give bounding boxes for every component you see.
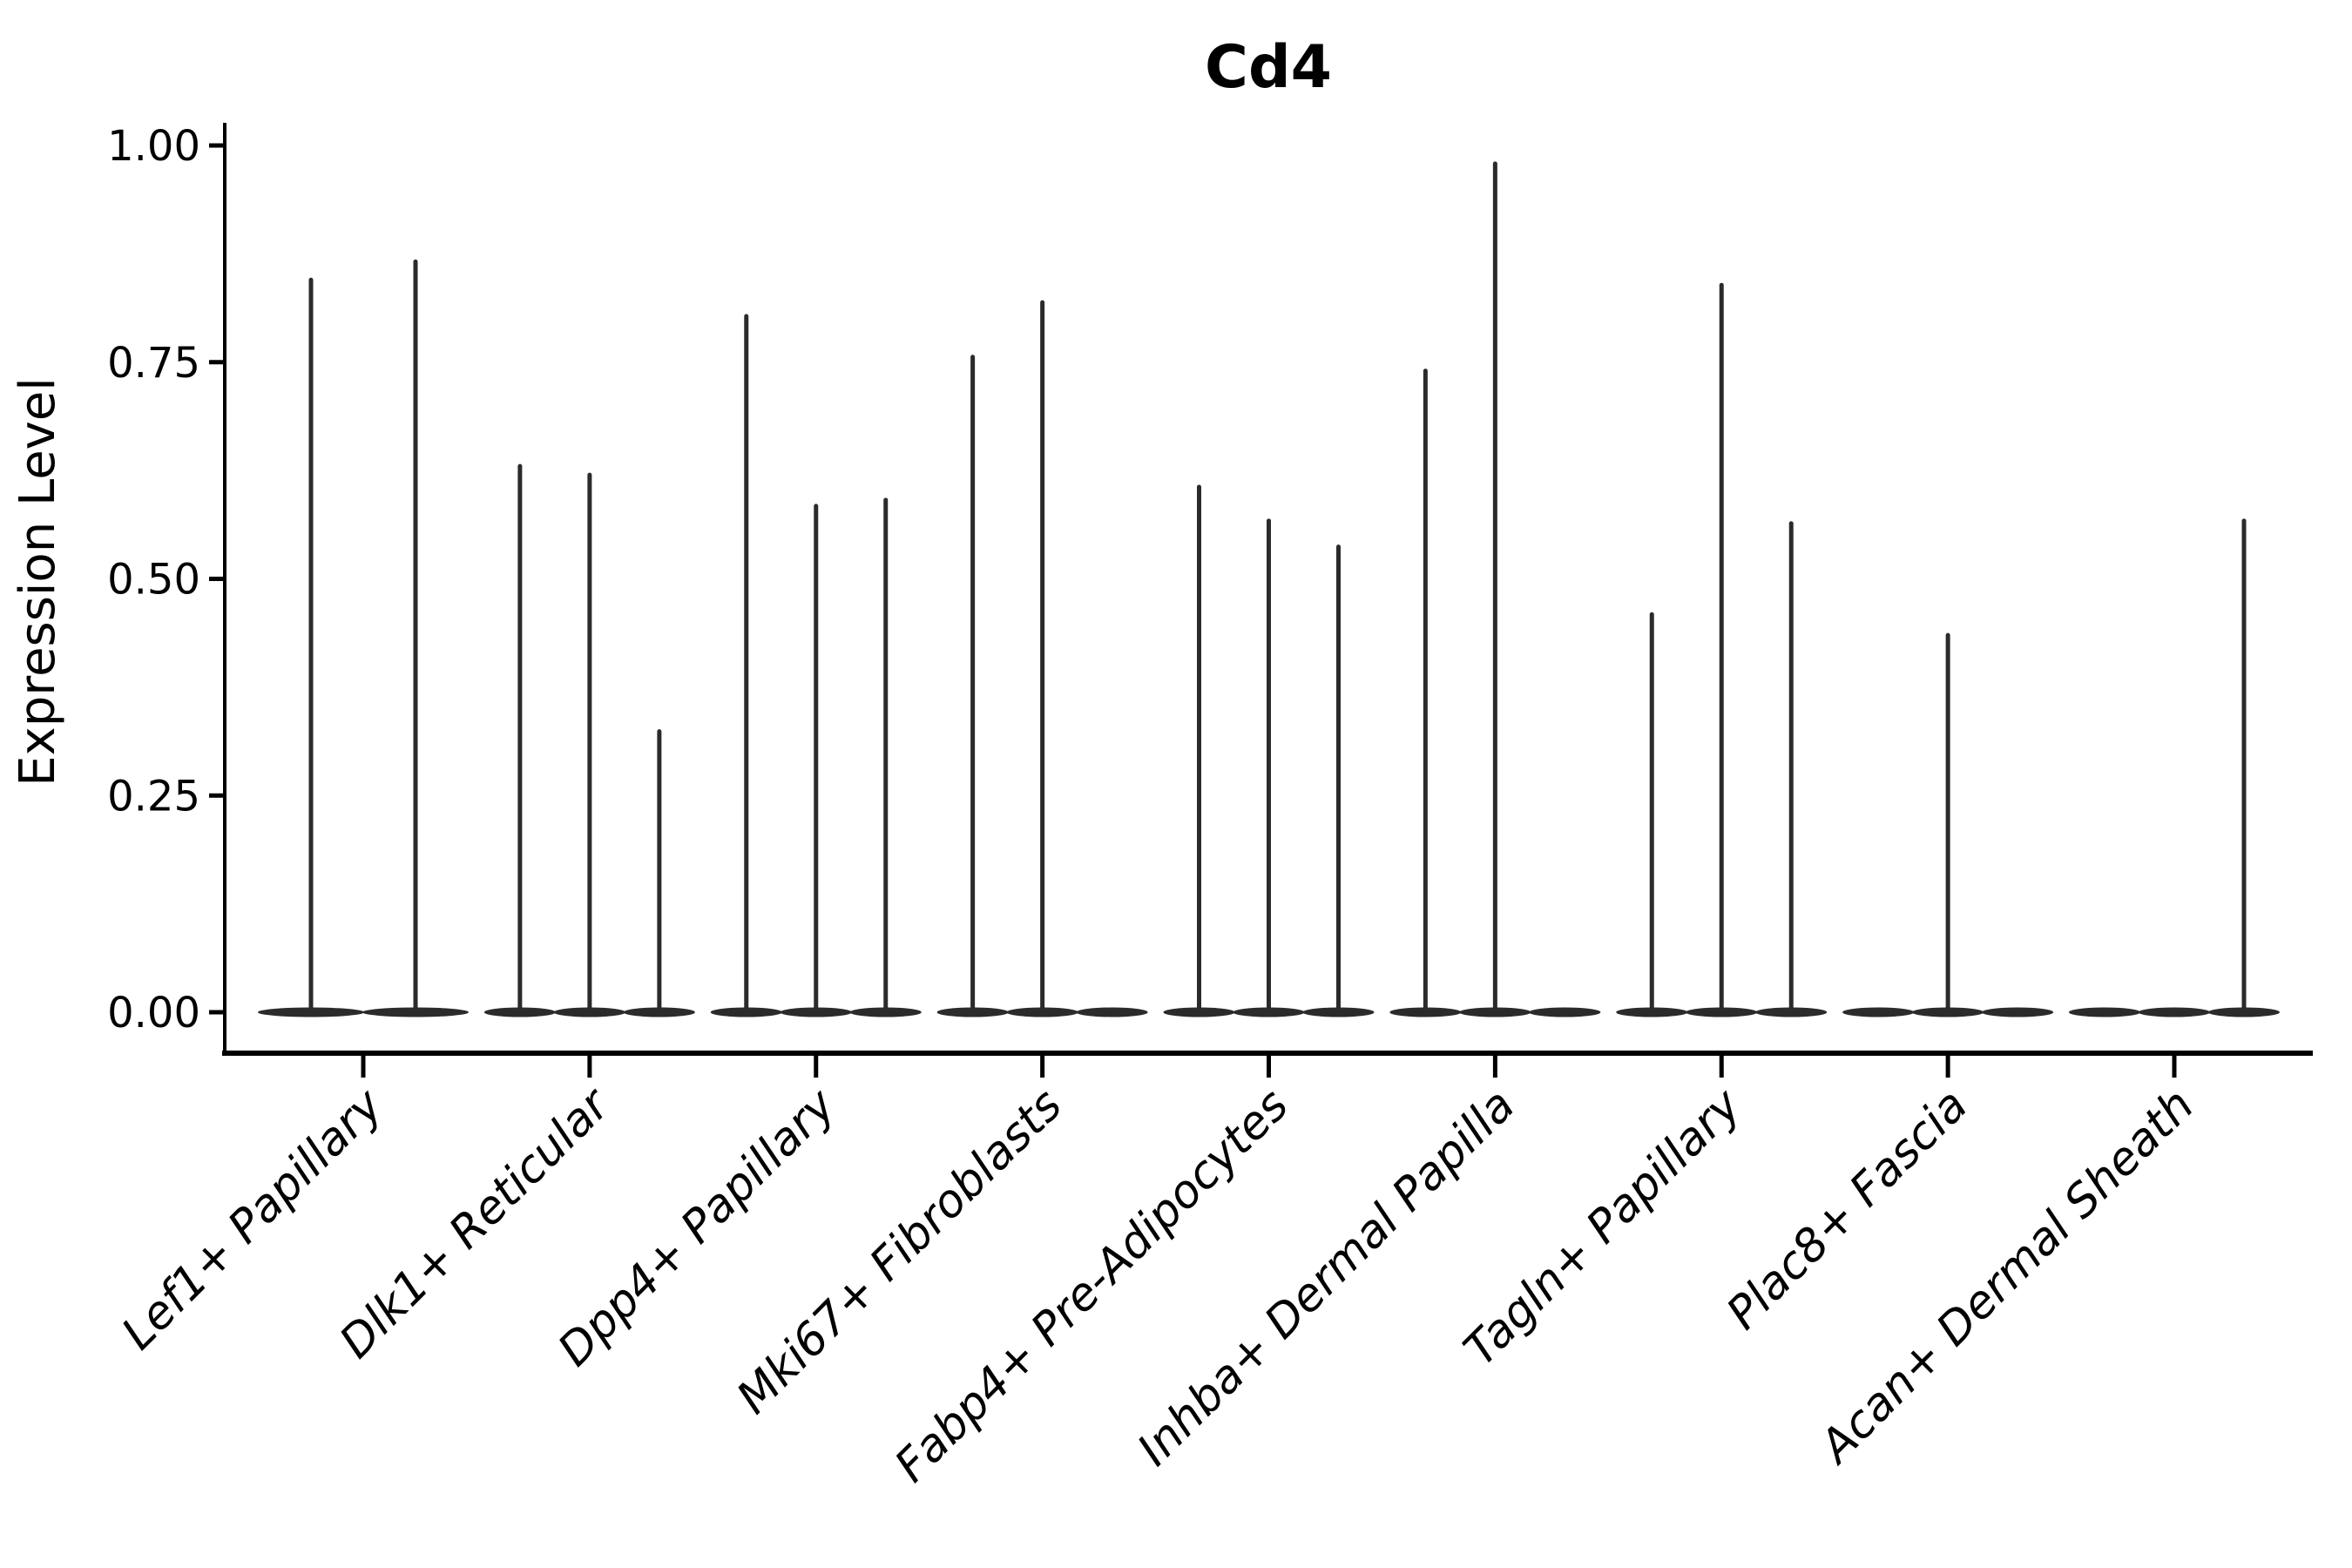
x-category-label: Acan+ Dermal Sheath <box>1808 1079 2204 1475</box>
violin-base <box>1076 1007 1148 1017</box>
y-tick-label: 0.50 <box>107 556 200 605</box>
y-tick-label: 0.75 <box>107 339 200 388</box>
violin-base <box>1842 1007 1915 1017</box>
y-tick-label: 0.00 <box>107 989 200 1037</box>
violin-base <box>1982 1007 2054 1017</box>
x-category-label: Inhba+ Dermal Papilla <box>1128 1079 1525 1477</box>
plot-title: Cd4 <box>1205 33 1332 102</box>
violin-base <box>1529 1007 1601 1017</box>
violin-base <box>2139 1007 2210 1017</box>
x-category-label: Plac8+ Fascia <box>1717 1079 1977 1340</box>
y-axis-label: Expression Level <box>10 377 66 787</box>
violin-base <box>2069 1007 2140 1017</box>
y-tick-label: 0.25 <box>107 772 200 821</box>
x-category-label: Fabp4+ Pre-Adipocytes <box>885 1079 1299 1493</box>
y-tick-label: 1.00 <box>107 122 200 171</box>
